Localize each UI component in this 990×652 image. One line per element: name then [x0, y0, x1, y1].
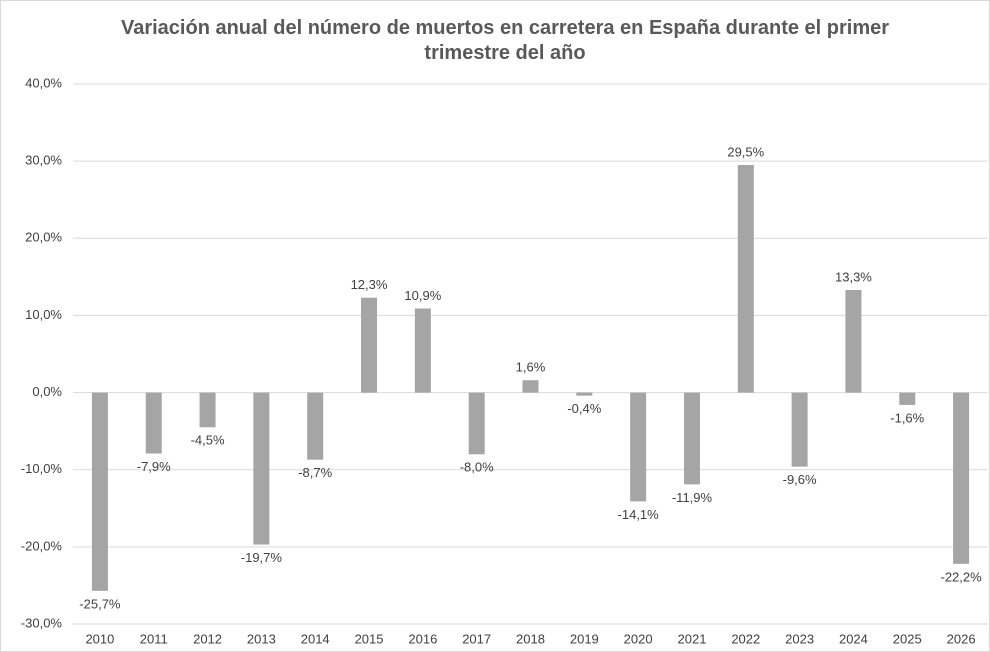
bar	[145, 392, 162, 454]
x-tick-label: 2018	[516, 631, 545, 646]
bar	[253, 392, 270, 545]
bar	[791, 392, 808, 467]
data-label: -14,1%	[618, 507, 660, 522]
bar	[91, 392, 108, 591]
bar	[845, 289, 862, 393]
x-tick-label: 2015	[355, 631, 384, 646]
data-label: -7,9%	[137, 459, 171, 474]
data-label: -4,5%	[191, 433, 225, 448]
data-label: 13,3%	[835, 269, 872, 284]
y-tick-label: -20,0%	[21, 538, 63, 553]
data-label: 10,9%	[404, 288, 441, 303]
data-label: -9,6%	[783, 472, 817, 487]
data-label: 1,6%	[516, 360, 546, 375]
data-label: 12,3%	[351, 277, 388, 292]
x-tick-label: 2013	[247, 631, 276, 646]
x-tick-label: 2023	[785, 631, 814, 646]
data-label: -19,7%	[241, 550, 283, 565]
y-tick-label: 20,0%	[25, 230, 62, 245]
data-label: -22,2%	[940, 569, 982, 584]
x-tick-label: 2016	[408, 631, 437, 646]
x-tick-label: 2021	[678, 631, 707, 646]
data-label: -0,4%	[567, 401, 601, 416]
chart-title: Variación anual del número de muertos en…	[120, 17, 890, 64]
bar	[953, 392, 970, 564]
y-tick-label: 0,0%	[32, 384, 62, 399]
y-tick-label: -30,0%	[21, 615, 63, 630]
x-tick-label: 2020	[624, 631, 653, 646]
x-tick-label: 2024	[839, 631, 868, 646]
x-tick-label: 2014	[301, 631, 330, 646]
y-tick-label: -10,0%	[21, 461, 63, 476]
data-label: 29,5%	[727, 144, 764, 159]
bar	[307, 392, 324, 460]
x-tick-label: 2019	[570, 631, 599, 646]
bar	[899, 392, 916, 405]
y-tick-label: 40,0%	[25, 75, 62, 90]
data-label: -8,0%	[460, 460, 494, 475]
bar	[361, 297, 378, 393]
bar	[737, 165, 754, 393]
bar	[522, 380, 539, 393]
bar	[468, 392, 485, 455]
y-tick-label: 30,0%	[25, 153, 62, 168]
y-tick-label: 10,0%	[25, 307, 62, 322]
bar	[414, 308, 431, 393]
x-tick-label: 2022	[731, 631, 760, 646]
x-tick-label: 2017	[462, 631, 491, 646]
data-label: -25,7%	[79, 596, 121, 611]
x-tick-label: 2025	[893, 631, 922, 646]
bar	[683, 392, 700, 485]
x-tick-label: 2026	[947, 631, 976, 646]
x-tick-label: 2010	[85, 631, 114, 646]
data-label: -11,9%	[672, 490, 713, 505]
bar	[576, 392, 593, 396]
bar	[630, 392, 647, 502]
x-tick-label: 2011	[140, 631, 168, 646]
x-tick-label: 2012	[193, 631, 222, 646]
data-label: -1,6%	[890, 410, 924, 425]
bar	[199, 392, 216, 428]
data-label: -8,7%	[298, 465, 332, 480]
